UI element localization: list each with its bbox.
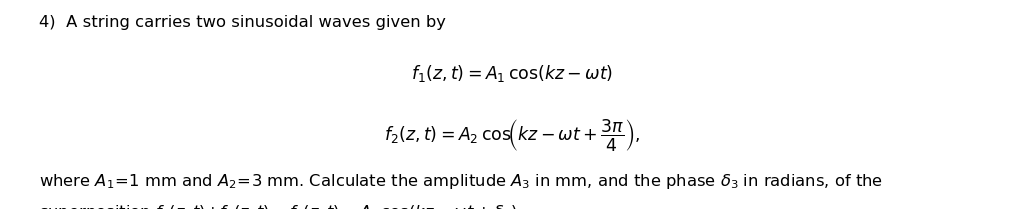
Text: where $A_1\!=\!1$ mm and $A_2\!=\!3$ mm. Calculate the amplitude $A_3$ in mm, an: where $A_1\!=\!1$ mm and $A_2\!=\!3$ mm.… bbox=[39, 172, 883, 191]
Text: $f_1(z,t) = A_1\,\mathrm{cos}(kz - \omega t)$: $f_1(z,t) = A_1\,\mathrm{cos}(kz - \omeg… bbox=[411, 63, 613, 84]
Text: $f_2(z,t) = A_2\,\mathrm{cos}\!\left(kz - \omega t + \dfrac{3\pi}{4}\right),$: $f_2(z,t) = A_2\,\mathrm{cos}\!\left(kz … bbox=[384, 117, 640, 153]
Text: superposition $f_1(z,t)\!+\!f_2(z,t) = f_3(z,t) = A_3\,\mathrm{cos}(kz - \omega : superposition $f_1(z,t)\!+\!f_2(z,t) = f… bbox=[39, 203, 522, 209]
Text: 4)  A string carries two sinusoidal waves given by: 4) A string carries two sinusoidal waves… bbox=[39, 15, 445, 30]
